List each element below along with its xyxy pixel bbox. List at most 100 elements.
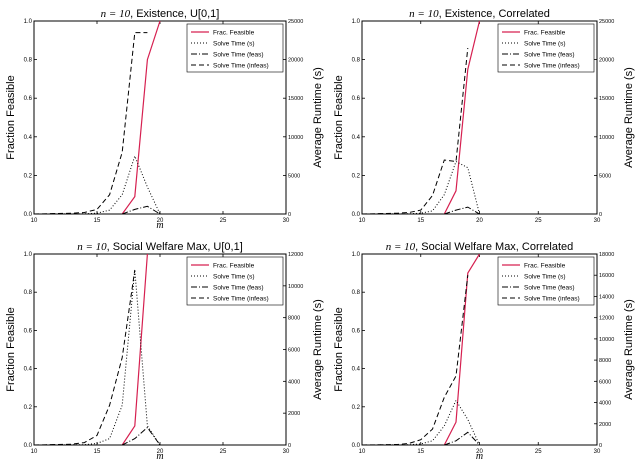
y-tick-label-right: 20000 <box>599 58 614 64</box>
y-tick-label-right: 0 <box>288 212 291 218</box>
y-tick-label-left: 0.4 <box>352 135 361 141</box>
y-tick-label-left: 0.2 <box>352 173 361 179</box>
chart-title-prefix: n = 10 <box>77 241 107 253</box>
x-tick-label: 10 <box>359 218 366 224</box>
y-tick-label-left: 0.8 <box>352 58 361 64</box>
series-line-1 <box>443 21 481 214</box>
y-tick-label-left: 1.0 <box>352 19 361 25</box>
y-tick-label-left: 0.0 <box>24 443 33 449</box>
chart-title-prefix: n = 10 <box>409 8 439 20</box>
y-tick-label-right: 8000 <box>599 358 611 364</box>
legend: Frac. Feasible Solve Time (s) Solve Time (… <box>186 256 284 306</box>
y-axis-label-left: Fraction Feasible <box>5 75 17 159</box>
x-tick-label: 20 <box>476 449 483 455</box>
x-tick-label: 15 <box>94 218 101 224</box>
y-tick-label-right: 2000 <box>599 422 611 428</box>
series-line-3 <box>122 205 161 214</box>
legend-label: Frac. Feasible <box>524 30 566 37</box>
x-tick-label: 20 <box>157 218 164 224</box>
y-tick-label-left: 0.6 <box>24 328 33 334</box>
y-tick-label-left: 0.0 <box>352 212 361 218</box>
x-axis-label: m <box>156 220 163 231</box>
y-axis-label-right: Average Runtime (s) <box>623 67 635 168</box>
legend-label: Solve Time (s) <box>213 274 255 281</box>
y-tick-label-right: 5000 <box>288 173 300 179</box>
x-tick-label: 10 <box>31 449 38 455</box>
y-axis-label-right: Average Runtime (s) <box>623 299 635 400</box>
chart-panel-3: 10 15 20 25 30 0.0 0.2 0.4 0.6 0.8 1.0 0 2000 4000 600… <box>5 241 324 462</box>
x-tick-label: 20 <box>476 218 483 224</box>
y-tick-label-right: 10000 <box>288 135 303 141</box>
legend-label: Frac. Feasible <box>213 30 255 37</box>
y-tick-label-right: 20000 <box>288 58 303 64</box>
chart-title-rest: , Existence, U[0,1] <box>130 8 219 20</box>
y-axis-label-left: Fraction Feasible <box>5 307 17 391</box>
y-tick-label-left: 0.6 <box>352 328 361 334</box>
y-tick-label-right: 6000 <box>288 348 300 354</box>
series-line-2 <box>34 269 161 445</box>
series-line-3 <box>121 426 161 445</box>
chart-title: n = 10, Existence, Correlated <box>409 8 550 20</box>
y-tick-label-right: 15000 <box>288 96 303 102</box>
y-tick-label-left: 0.2 <box>24 173 33 179</box>
series-line-4 <box>34 32 148 214</box>
series-line-3 <box>444 431 480 445</box>
y-tick-label-right: 4000 <box>288 379 300 385</box>
y-tick-label-left: 1.0 <box>24 252 33 258</box>
y-tick-label-right: 12000 <box>599 316 614 322</box>
legend-label: Frac. Feasible <box>524 263 566 270</box>
series-line-1 <box>121 254 148 445</box>
chart-title: n = 10, Social Welfare Max, U[0,1] <box>77 241 243 253</box>
series-group <box>362 254 481 445</box>
legend-label: Solve Time (feas) <box>213 285 264 292</box>
x-tick-label: 25 <box>220 449 227 455</box>
y-tick-label-right: 15000 <box>599 96 614 102</box>
y-axis-label-right: Average Runtime (s) <box>312 67 324 168</box>
legend-label: Solve Time (feas) <box>524 52 575 59</box>
y-tick-label-right: 0 <box>599 443 602 449</box>
series-line-4 <box>362 47 469 214</box>
y-tick-label-left: 0.0 <box>24 212 33 218</box>
chart-title-rest: , Social Welfare Max, U[0,1] <box>107 241 243 253</box>
x-tick-label: 15 <box>417 449 424 455</box>
y-tick-label-left: 0.4 <box>24 367 33 373</box>
chart-title: n = 10, Social Welfare Max, Correlated <box>386 241 574 253</box>
y-tick-label-right: 18000 <box>599 252 614 258</box>
legend-label: Solve Time (s) <box>524 274 566 281</box>
y-tick-label-right: 2000 <box>288 411 300 417</box>
y-tick-label-left: 1.0 <box>352 252 361 258</box>
legend-label: Solve Time (infeas) <box>524 296 580 303</box>
chart-panel-2: 10 15 20 25 30 0.0 0.2 0.4 0.6 0.8 1.0 0 5000 10000 15… <box>333 8 635 224</box>
x-tick-label: 10 <box>359 449 366 455</box>
series-line-1 <box>121 21 161 214</box>
y-axis-label-left: Fraction Feasible <box>333 75 345 159</box>
legend-label: Frac. Feasible <box>213 263 255 270</box>
x-tick-label: 30 <box>594 449 601 455</box>
x-tick-label: 15 <box>94 449 101 455</box>
y-tick-label-left: 0.4 <box>352 367 361 373</box>
y-tick-label-right: 10000 <box>599 135 614 141</box>
series-line-4 <box>34 269 136 445</box>
y-axis-label-right: Average Runtime (s) <box>312 299 324 400</box>
y-tick-label-right: 8000 <box>288 316 300 322</box>
y-tick-label-left: 0.8 <box>24 58 33 64</box>
legend: Frac. Feasible Solve Time (s) Solve Time (… <box>497 256 595 306</box>
series-line-2 <box>362 160 480 214</box>
y-tick-label-left: 0.4 <box>24 135 33 141</box>
y-tick-label-left: 0.2 <box>24 405 33 411</box>
legend-label: Solve Time (s) <box>524 41 566 48</box>
y-tick-label-right: 10000 <box>288 284 303 290</box>
legend-label: Solve Time (feas) <box>524 285 575 292</box>
chart-panel-1: 10 15 20 25 30 0.0 0.2 0.4 0.6 0.8 1.0 0 5000 10000 15… <box>5 8 324 231</box>
x-tick-label: 10 <box>31 218 38 224</box>
legend-label: Solve Time (infeas) <box>213 296 269 303</box>
y-tick-label-right: 0 <box>599 212 602 218</box>
series-line-2 <box>34 154 161 214</box>
y-tick-label-right: 4000 <box>599 401 611 407</box>
y-tick-label-left: 1.0 <box>24 19 33 25</box>
y-tick-label-left: 0.0 <box>352 443 361 449</box>
x-tick-label: 25 <box>535 449 542 455</box>
y-tick-label-right: 25000 <box>288 19 303 25</box>
